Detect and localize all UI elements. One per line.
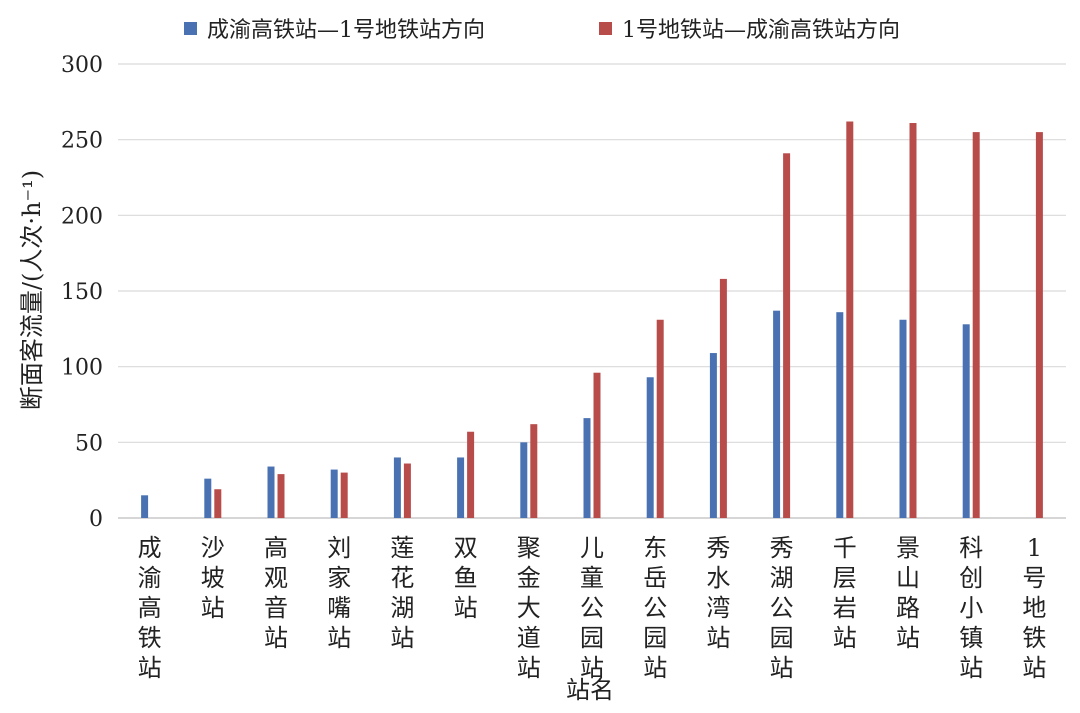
x-category-label: 千层岩站 <box>833 534 857 652</box>
legend-swatch <box>184 22 197 35</box>
bar-series-2 <box>340 472 348 518</box>
x-category-label: 双鱼站 <box>454 534 478 622</box>
bar-series-2 <box>277 474 285 518</box>
gridlines <box>118 63 1066 519</box>
bar-series-2 <box>214 489 222 518</box>
bar-series-1 <box>646 377 654 518</box>
y-tick-label: 0 <box>89 507 103 532</box>
bar-series-2 <box>1035 132 1043 518</box>
bar-series-2 <box>846 121 854 519</box>
bar-series-2 <box>783 153 791 518</box>
y-tick-labels: 0 50 100 150 200 250 300 <box>61 53 103 532</box>
x-category-label: 沙坡站 <box>201 534 225 622</box>
x-category-label: 景山路站 <box>896 534 920 652</box>
bar-series-1 <box>836 312 844 518</box>
x-category-label: 秀湖公园站 <box>770 534 794 682</box>
bar-series-2 <box>593 372 601 518</box>
bar-series-1 <box>899 319 907 518</box>
bar-series-2 <box>530 424 538 518</box>
x-category-label: 聚金大道站 <box>517 534 541 682</box>
legend: 成渝高铁站—1号地铁站方向 1号地铁站—成渝高铁站方向 <box>184 18 900 43</box>
y-tick-label: 250 <box>61 129 103 154</box>
legend-label: 成渝高铁站—1号地铁站方向 <box>207 18 485 43</box>
x-axis-title: 站名 <box>566 676 614 704</box>
x-category-label: 1 号地铁站 <box>1022 534 1046 682</box>
y-tick-label: 200 <box>61 204 103 229</box>
bar-series-1 <box>267 466 275 518</box>
bar-series-2 <box>909 123 917 519</box>
bar-series-2 <box>719 278 727 518</box>
x-category-label: 成渝高铁站 <box>138 534 162 682</box>
bar-series-2 <box>467 431 475 518</box>
bar-series-2 <box>972 132 980 518</box>
x-category-label: 秀水湾站 <box>706 534 730 652</box>
y-tick-label: 100 <box>61 356 103 381</box>
x-category-label: 刘家嘴站 <box>327 534 351 652</box>
bar-series-2 <box>656 319 664 518</box>
y-axis-title: 断面客流量/(人次·h⁻¹) <box>18 170 46 410</box>
bar-series-1 <box>330 469 338 518</box>
x-category-label: 莲花湖站 <box>390 534 414 652</box>
bar-series-1 <box>204 478 212 518</box>
bar-series-1 <box>962 324 970 518</box>
y-tick-label: 300 <box>61 53 103 78</box>
bar-series-1 <box>457 457 465 518</box>
x-category-label: 科创小镇站 <box>959 534 983 682</box>
x-category-labels: 成渝高铁站 沙坡站 高观音站 刘家嘴站 莲花湖站 双鱼站 聚金大道站 儿童公园站 东岳公园站 秀水… <box>138 534 1047 682</box>
bar-series-1 <box>583 418 591 518</box>
bars <box>141 121 1043 519</box>
y-tick-label: 150 <box>61 280 103 305</box>
bar-series-1 <box>141 495 149 518</box>
x-category-label: 东岳公园站 <box>643 534 667 682</box>
legend-label: 1号地铁站—成渝高铁站方向 <box>622 18 900 43</box>
bar-series-1 <box>773 310 781 518</box>
bar-series-2 <box>403 463 411 518</box>
x-category-label: 高观音站 <box>264 534 288 652</box>
legend-swatch <box>599 22 612 35</box>
bar-series-1 <box>709 353 717 518</box>
bar-series-1 <box>393 457 401 518</box>
x-category-label: 儿童公园站 <box>580 534 604 682</box>
bar-series-1 <box>520 442 528 518</box>
y-tick-label: 50 <box>75 431 103 456</box>
